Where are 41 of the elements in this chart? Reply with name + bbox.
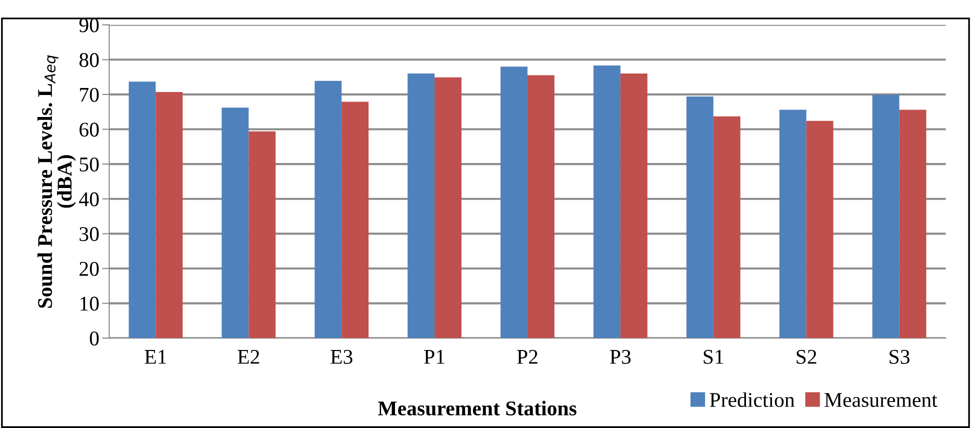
bar — [899, 110, 926, 338]
x-tick-label: S3 — [890, 350, 910, 364]
bar — [314, 80, 342, 338]
bar — [806, 120, 834, 338]
bar — [342, 102, 369, 338]
bar — [593, 66, 620, 338]
x-axis-title: Measurement Stations — [378, 400, 576, 416]
y-tick-label: 20 — [80, 262, 99, 276]
y-tick-label: 0 — [90, 331, 99, 346]
x-tick-label: E1 — [144, 350, 166, 364]
legend-label: Measurement — [824, 393, 938, 408]
y-tick-label: 90 — [79, 18, 99, 32]
x-tick-label: S1 — [704, 350, 724, 364]
y-tick-label: 30 — [80, 227, 99, 242]
bar — [527, 75, 554, 338]
y-tick-label: 40 — [79, 192, 99, 206]
x-tick-label: E3 — [330, 350, 352, 364]
bar — [434, 77, 462, 338]
bar — [686, 96, 714, 338]
bar — [248, 131, 276, 338]
y-tick-label: 80 — [79, 53, 99, 68]
y-tick-label: 70 — [80, 88, 99, 102]
bar — [408, 74, 435, 338]
x-tick-label: P3 — [610, 350, 631, 364]
bar — [500, 66, 528, 338]
bar — [620, 74, 648, 338]
x-tick-label: P2 — [517, 350, 538, 364]
text: Sound Pressure Levels. L$_{Aeq}$ (dBA) — [37, 55, 76, 308]
x-tick-label: E2 — [238, 350, 260, 364]
y-tick-label: 10 — [80, 296, 99, 311]
bar — [156, 92, 183, 338]
legend-label: Prediction — [710, 392, 795, 408]
y-tick-label: 60 — [80, 122, 99, 137]
bar — [713, 116, 740, 338]
bar — [222, 108, 249, 338]
x-tick-label: P1 — [424, 350, 444, 364]
bar — [128, 82, 156, 338]
bar — [872, 94, 900, 338]
x-tick-label: S2 — [796, 350, 816, 364]
y-tick-label: 50 — [80, 157, 99, 172]
bar — [779, 110, 806, 338]
